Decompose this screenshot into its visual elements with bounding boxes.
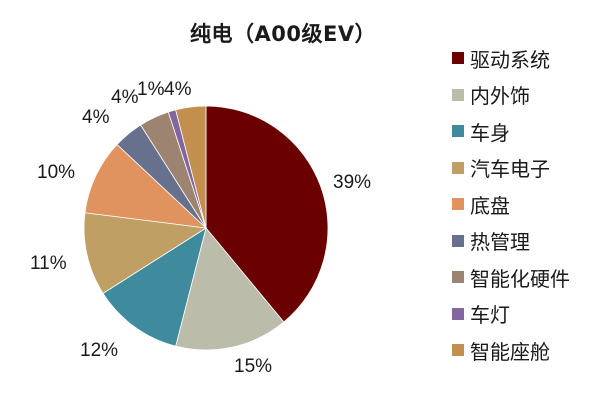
legend-label: 内外饰 <box>470 84 530 109</box>
legend-item: 底盘 <box>452 186 570 223</box>
legend-item: 汽车电子 <box>452 150 570 187</box>
legend-swatch <box>452 234 464 247</box>
legend-swatch <box>452 88 464 101</box>
legend-swatch <box>452 344 464 357</box>
legend-swatch <box>452 307 464 320</box>
pie-slice-1 <box>205 105 329 323</box>
legend-label: 智能座舱 <box>470 339 550 364</box>
pie-slice-2 <box>175 227 285 351</box>
legend-item: 内外饰 <box>452 77 570 114</box>
legend-swatch <box>452 161 464 174</box>
data-label: 39% <box>333 172 372 193</box>
legend-item: 车灯 <box>452 296 570 333</box>
data-label: 12% <box>80 340 119 361</box>
legend-label: 汽车电子 <box>470 157 550 182</box>
legend-label: 车身 <box>470 120 510 145</box>
legend-item: 热管理 <box>452 223 570 260</box>
legend-label: 车灯 <box>470 303 510 328</box>
data-label: 1% <box>137 79 165 100</box>
pie-slice-3 <box>102 227 207 347</box>
data-label: 4% <box>82 107 110 128</box>
legend: 驱动系统内外饰车身汽车电子底盘热管理智能化硬件车灯智能座舱 <box>452 40 570 369</box>
legend-item: 车身 <box>452 113 570 150</box>
legend-label: 底盘 <box>470 193 510 218</box>
legend-item: 智能化硬件 <box>452 259 570 296</box>
legend-swatch <box>452 271 464 284</box>
legend-swatch <box>452 198 464 211</box>
data-label: 10% <box>37 162 76 183</box>
legend-label: 智能化硬件 <box>470 266 570 291</box>
data-label: 15% <box>234 356 273 377</box>
chart-title: 纯电（A00级EV） <box>190 22 377 46</box>
legend-label: 驱动系统 <box>470 47 550 72</box>
pie-slice-4 <box>83 212 208 294</box>
pie-slice-5 <box>84 143 208 229</box>
pie-slice-9 <box>175 105 207 229</box>
legend-swatch <box>452 52 464 65</box>
data-label: 11% <box>30 253 67 274</box>
legend-swatch <box>452 125 464 138</box>
legend-item: 智能座舱 <box>452 332 570 369</box>
data-label: 4% <box>111 87 139 108</box>
legend-label: 热管理 <box>470 230 530 255</box>
legend-item: 驱动系统 <box>452 40 570 77</box>
data-label: 4% <box>164 79 192 100</box>
